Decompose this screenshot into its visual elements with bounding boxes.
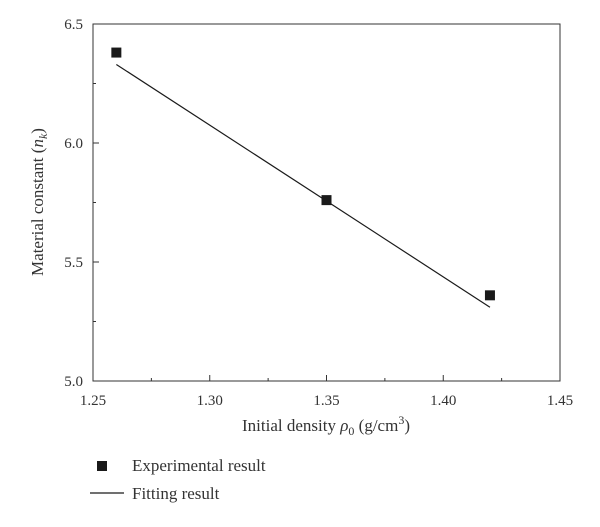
legend-item-experimental: Experimental result [97, 456, 266, 475]
y-tick-label: 5.5 [64, 255, 83, 271]
legend-marker-square [97, 461, 107, 471]
x-tick-label: 1.45 [547, 393, 573, 409]
data-point [321, 195, 332, 206]
series-layer [111, 47, 495, 308]
data-point [484, 290, 495, 301]
y-tick-label: 6.0 [64, 136, 83, 152]
legend-label-fitting: Fitting result [132, 484, 220, 503]
fit-line [116, 63, 491, 308]
y-axis-label: Material constant (nk) [28, 128, 50, 276]
x-tick-label: 1.30 [197, 393, 223, 409]
y-axis-ticks: 5.0 5.5 6.0 6.5 [64, 17, 99, 390]
y-tick-label: 5.0 [64, 374, 83, 390]
legend-label-experimental: Experimental result [132, 456, 266, 475]
data-point [111, 47, 122, 58]
x-axis-label: Initial density ρ0 (g/cm3) [242, 413, 410, 438]
legend-item-fitting: Fitting result [90, 484, 220, 503]
x-axis-ticks: 1.25 1.30 1.35 1.40 1.45 [80, 375, 573, 409]
legend: Experimental result Fitting result [90, 456, 266, 503]
x-tick-label: 1.40 [430, 393, 456, 409]
x-tick-label: 1.25 [80, 393, 106, 409]
x-tick-label: 1.35 [313, 393, 339, 409]
y-tick-label: 6.5 [64, 17, 83, 33]
